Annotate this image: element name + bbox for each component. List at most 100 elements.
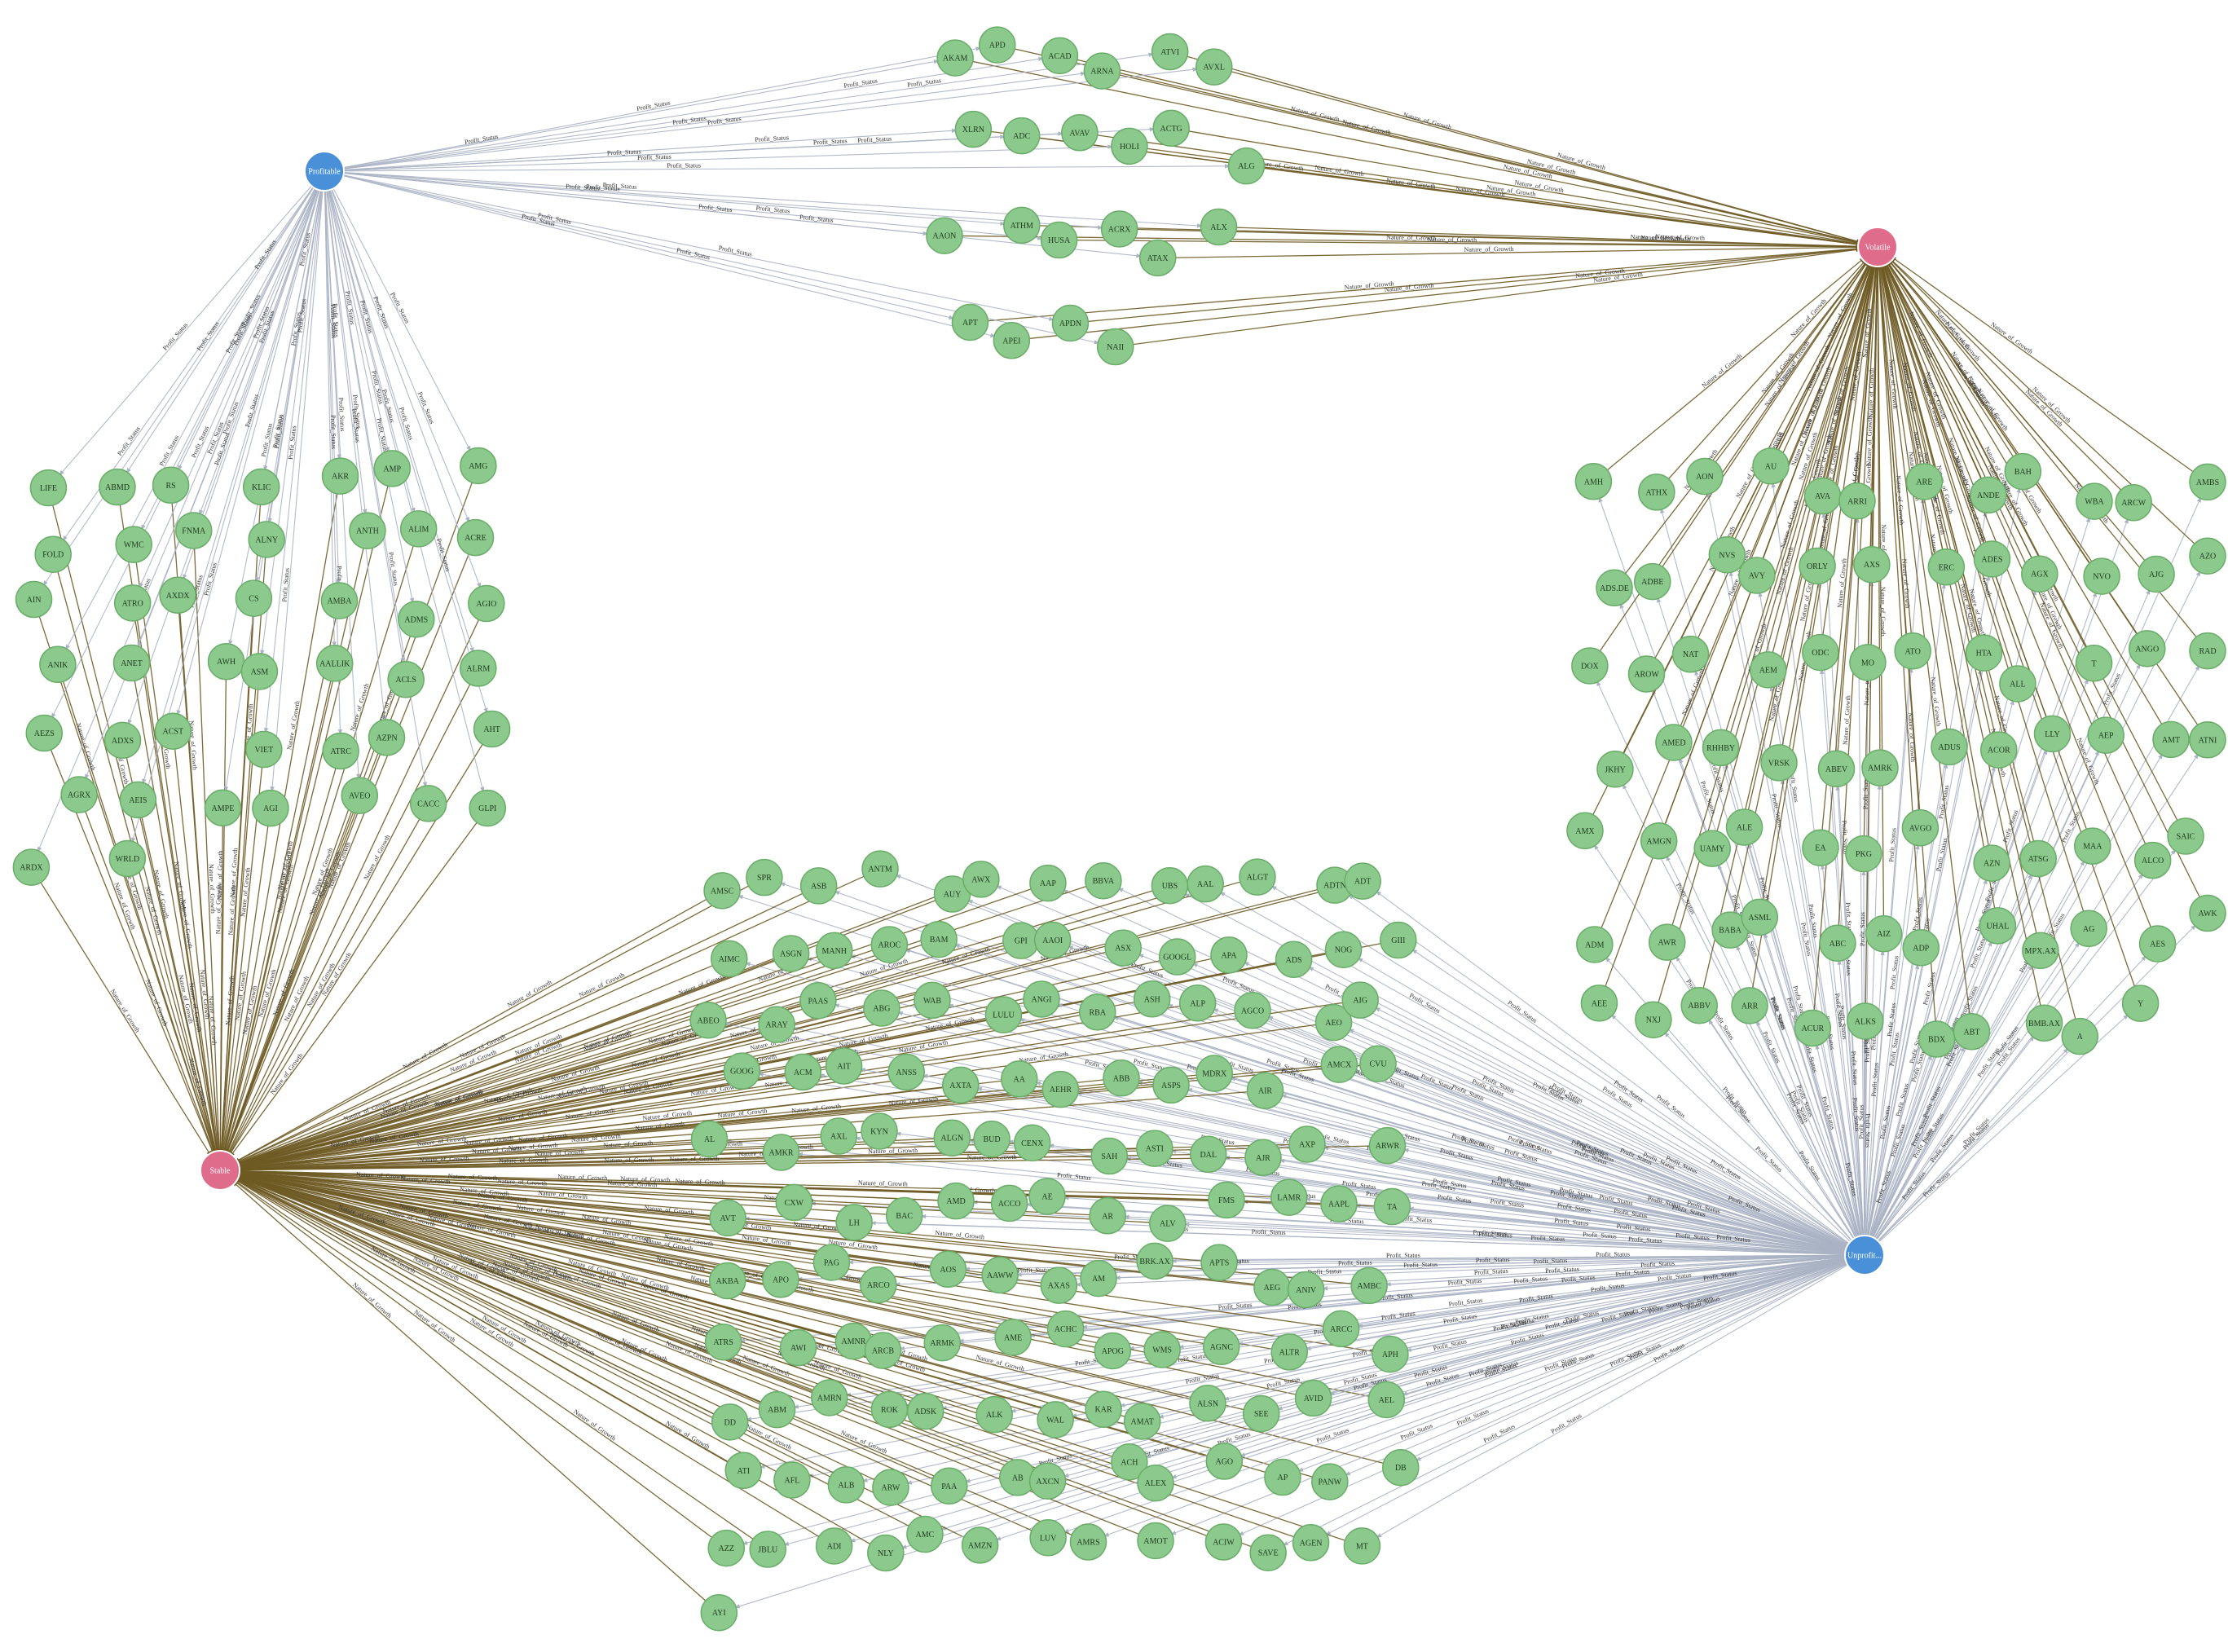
- node-alks[interactable]: ALKS: [1847, 1002, 1884, 1040]
- node-alp[interactable]: ALP: [1178, 985, 1217, 1022]
- node-circle[interactable]: [1085, 861, 1122, 900]
- node-are[interactable]: ARE: [1905, 463, 1944, 500]
- node-circle[interactable]: [1133, 980, 1171, 1018]
- node-y[interactable]: Y: [2121, 985, 2160, 1022]
- node-ame[interactable]: AME: [994, 1319, 1032, 1356]
- node-nog[interactable]: NOG: [1324, 931, 1363, 968]
- node-atrs[interactable]: ATRS: [704, 1323, 742, 1361]
- node-bmb-ax[interactable]: BMB.AX: [2025, 1004, 2063, 1042]
- node-asti[interactable]: ASTI: [1136, 1130, 1173, 1167]
- node-circle[interactable]: [870, 926, 909, 963]
- node-abc[interactable]: ABC: [1819, 924, 1856, 963]
- node-ajg[interactable]: AJG: [2138, 555, 2175, 593]
- hub-circle[interactable]: [1844, 1235, 1885, 1275]
- node-circle[interactable]: [1246, 1072, 1284, 1109]
- node-aray[interactable]: ARAY: [758, 1006, 795, 1043]
- node-circle[interactable]: [460, 447, 497, 485]
- node-amg[interactable]: AMG: [460, 447, 497, 485]
- node-alv[interactable]: ALV: [1149, 1205, 1187, 1242]
- node-circle[interactable]: [723, 1052, 761, 1090]
- node-circle[interactable]: [1096, 328, 1134, 366]
- node-circle[interactable]: [758, 1006, 795, 1043]
- node-amgn[interactable]: AMGN: [1640, 822, 1678, 860]
- node-circle[interactable]: [920, 920, 958, 958]
- node-circle[interactable]: [906, 1515, 944, 1553]
- node-alco[interactable]: ALCO: [2133, 841, 2172, 879]
- node-circle[interactable]: [1794, 1009, 1832, 1047]
- node-circle[interactable]: [39, 645, 77, 684]
- node-circle[interactable]: [724, 1452, 763, 1490]
- node-au[interactable]: AU: [1752, 447, 1790, 485]
- node-circle[interactable]: [154, 712, 192, 750]
- node-circle[interactable]: [1003, 206, 1041, 244]
- node-axcn[interactable]: AXCN: [1028, 1462, 1067, 1500]
- node-acre[interactable]: ACRE: [456, 518, 495, 557]
- node-bac[interactable]: BAC: [885, 1196, 923, 1235]
- node-circle[interactable]: [1083, 52, 1121, 90]
- hub-volatile[interactable]: Volatile: [1857, 227, 1898, 267]
- node-apdn[interactable]: APDN: [1051, 304, 1090, 342]
- node-aveo[interactable]: AVEO: [341, 777, 379, 814]
- node-circle[interactable]: [1249, 1534, 1287, 1571]
- node-circle[interactable]: [1640, 822, 1678, 860]
- node-apog[interactable]: APOG: [1094, 1332, 1132, 1370]
- node-afl[interactable]: AFL: [773, 1461, 811, 1499]
- node-adbe[interactable]: ADBE: [1633, 562, 1671, 601]
- node-ait[interactable]: AIT: [825, 1047, 863, 1085]
- node-circle[interactable]: [711, 940, 748, 978]
- node-aniv[interactable]: ANIV: [1287, 1271, 1325, 1309]
- node-circle[interactable]: [1741, 898, 1779, 936]
- node-circle[interactable]: [2189, 463, 2226, 501]
- node-apo[interactable]: APO: [762, 1261, 799, 1298]
- node-ta[interactable]: TA: [1373, 1187, 1411, 1226]
- node-circle[interactable]: [864, 1332, 902, 1369]
- node-aep[interactable]: AEP: [2087, 716, 2125, 754]
- node-alny[interactable]: ALNY: [248, 521, 285, 558]
- node-circle[interactable]: [1080, 1259, 1117, 1297]
- node-circle[interactable]: [1033, 921, 1072, 959]
- node-ava[interactable]: AVA: [1803, 477, 1842, 515]
- node-circle[interactable]: [1136, 1130, 1173, 1167]
- node-algn[interactable]: ALGN: [933, 1119, 971, 1156]
- node-circle[interactable]: [1320, 1046, 1358, 1083]
- node-circle[interactable]: [341, 777, 379, 814]
- node-circle[interactable]: [1380, 921, 1417, 959]
- node-circle[interactable]: [1001, 1060, 1038, 1098]
- node-circle[interactable]: [1322, 1310, 1360, 1348]
- node-circle[interactable]: [1270, 1178, 1308, 1216]
- node-circle[interactable]: [152, 466, 190, 504]
- node-aon[interactable]: AON: [1686, 457, 1724, 496]
- node-axdx[interactable]: AXDX: [159, 576, 196, 615]
- node-circle[interactable]: [1953, 1013, 1991, 1051]
- node-aeg[interactable]: AEG: [1253, 1268, 1291, 1306]
- node-ads-de[interactable]: ADS.DE: [1596, 569, 1633, 607]
- node-circle[interactable]: [1999, 665, 2036, 703]
- node-arow[interactable]: AROW: [1627, 655, 1666, 693]
- node-circle[interactable]: [1655, 724, 1693, 761]
- node-awh[interactable]: AWH: [207, 642, 245, 681]
- node-circle[interactable]: [933, 1119, 971, 1156]
- node-asml[interactable]: ASML: [1741, 898, 1779, 936]
- node-circle[interactable]: [863, 989, 900, 1027]
- node-adms[interactable]: ADMS: [398, 601, 435, 638]
- node-acrx[interactable]: ACRX: [1100, 210, 1138, 248]
- node-paas[interactable]: PAAS: [799, 982, 837, 1020]
- node-circle[interactable]: [1861, 749, 1899, 786]
- node-circle[interactable]: [1760, 744, 1798, 782]
- node-circle[interactable]: [1189, 1135, 1227, 1174]
- node-acm[interactable]: ACM: [784, 1053, 822, 1091]
- node-cs[interactable]: CS: [235, 579, 273, 617]
- node-acor[interactable]: ACOR: [1980, 731, 2018, 769]
- node-circle[interactable]: [322, 732, 359, 770]
- node-circle[interactable]: [1845, 835, 1882, 873]
- node-circle[interactable]: [2189, 632, 2226, 670]
- node-alsn[interactable]: ALSN: [1189, 1385, 1226, 1422]
- node-ardx[interactable]: ARDX: [12, 848, 51, 886]
- node-ar[interactable]: AR: [1089, 1197, 1126, 1235]
- node-wrld[interactable]: WRLD: [108, 839, 147, 878]
- node-circle[interactable]: [1051, 304, 1090, 342]
- node-circle[interactable]: [1149, 1205, 1187, 1242]
- node-circle[interactable]: [885, 1196, 923, 1235]
- node-aezs[interactable]: AEZS: [25, 714, 64, 752]
- node-nxj[interactable]: NXJ: [1635, 1001, 1672, 1038]
